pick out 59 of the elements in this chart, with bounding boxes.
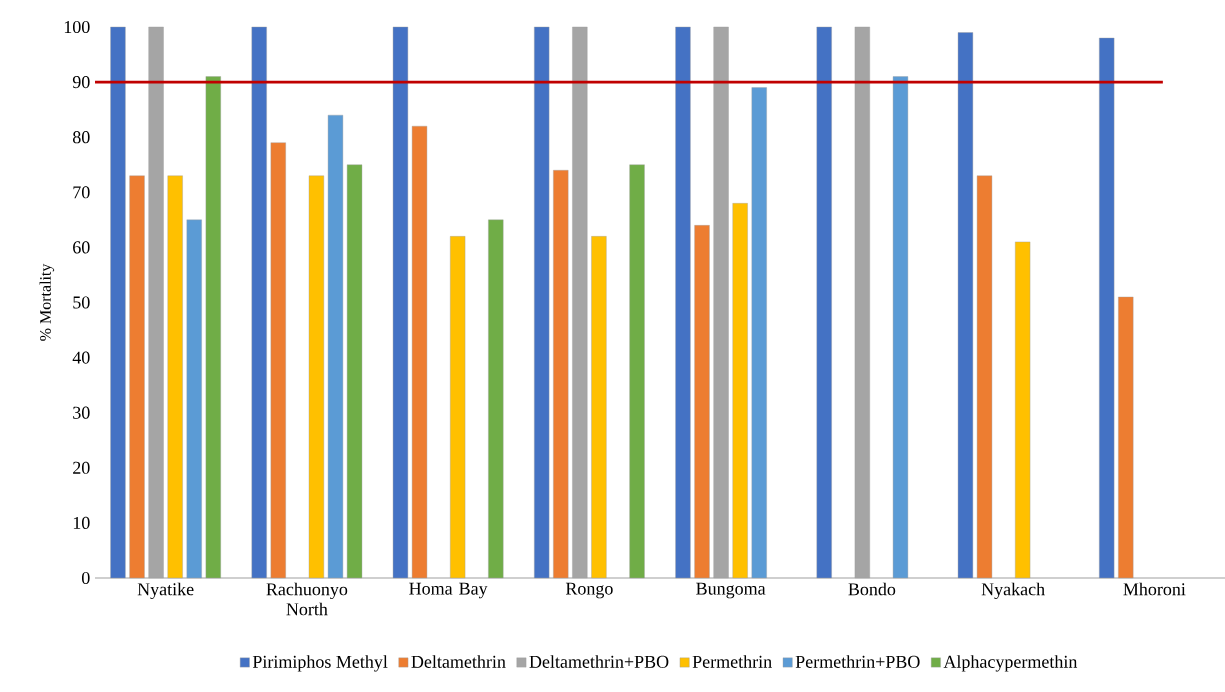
bar — [392, 26, 409, 579]
bar — [976, 175, 993, 579]
x-tick-label: Rongo — [565, 582, 613, 599]
y-tick-label: 90 — [72, 76, 90, 89]
legend-label: Pirimiphos Methyl — [252, 655, 388, 672]
bar — [346, 164, 363, 579]
bar — [957, 32, 974, 579]
bar — [1099, 37, 1115, 579]
bar — [110, 26, 126, 579]
y-tick-label: 40 — [72, 351, 90, 364]
bar — [450, 236, 466, 579]
bar — [1118, 296, 1134, 579]
bar — [732, 203, 748, 579]
bar — [327, 114, 344, 579]
bar — [553, 170, 569, 579]
bar — [892, 76, 909, 579]
legend-label: Deltamethrin — [411, 655, 506, 668]
bar — [751, 87, 767, 579]
legend-label: Permethrin+PBO — [795, 655, 920, 668]
y-tick-label: 70 — [73, 186, 90, 199]
x-tick-label: Mhoroni — [1123, 582, 1186, 596]
bar — [591, 236, 607, 579]
x-tick-label: Bungoma — [696, 582, 766, 599]
bar — [148, 26, 164, 579]
bar — [270, 142, 286, 579]
bar — [694, 225, 710, 579]
y-tick-label: 100 — [64, 20, 90, 34]
y-tick-label: 80 — [72, 131, 90, 144]
bar — [675, 26, 691, 579]
bar — [816, 26, 832, 579]
bar — [854, 26, 870, 579]
x-tick-label: Nyakach — [981, 582, 1045, 600]
y-tick-label: 20 — [73, 461, 90, 474]
y-axis-title: % Mortality — [39, 263, 55, 341]
bar — [713, 26, 729, 579]
x-tick-label: Rachuonyo North — [266, 582, 348, 616]
bar — [629, 164, 645, 579]
legend-label: Alphacypermethin — [943, 655, 1078, 672]
bar — [251, 26, 267, 579]
y-tick-label: 10 — [73, 516, 90, 529]
legend-label: Deltamethrin+PBO — [529, 655, 669, 668]
y-tick-label: 0 — [81, 571, 90, 585]
bar — [411, 125, 428, 579]
bar — [205, 76, 221, 579]
x-tick-label: Bondo — [848, 582, 896, 596]
bar — [1015, 241, 1031, 579]
bar — [308, 175, 325, 579]
y-tick-label: 30 — [73, 406, 90, 419]
bar — [488, 219, 504, 579]
bar — [129, 175, 145, 579]
y-tick-label: 60 — [73, 241, 90, 254]
x-tick-label: Nyatike — [137, 582, 194, 600]
x-tick-label: Homa Bay — [409, 582, 488, 599]
legend-label: Permethrin — [692, 655, 772, 668]
y-tick-label: 50 — [73, 296, 90, 309]
bar — [167, 175, 183, 579]
bar — [534, 26, 550, 579]
bar — [186, 219, 202, 579]
bar — [572, 26, 588, 579]
